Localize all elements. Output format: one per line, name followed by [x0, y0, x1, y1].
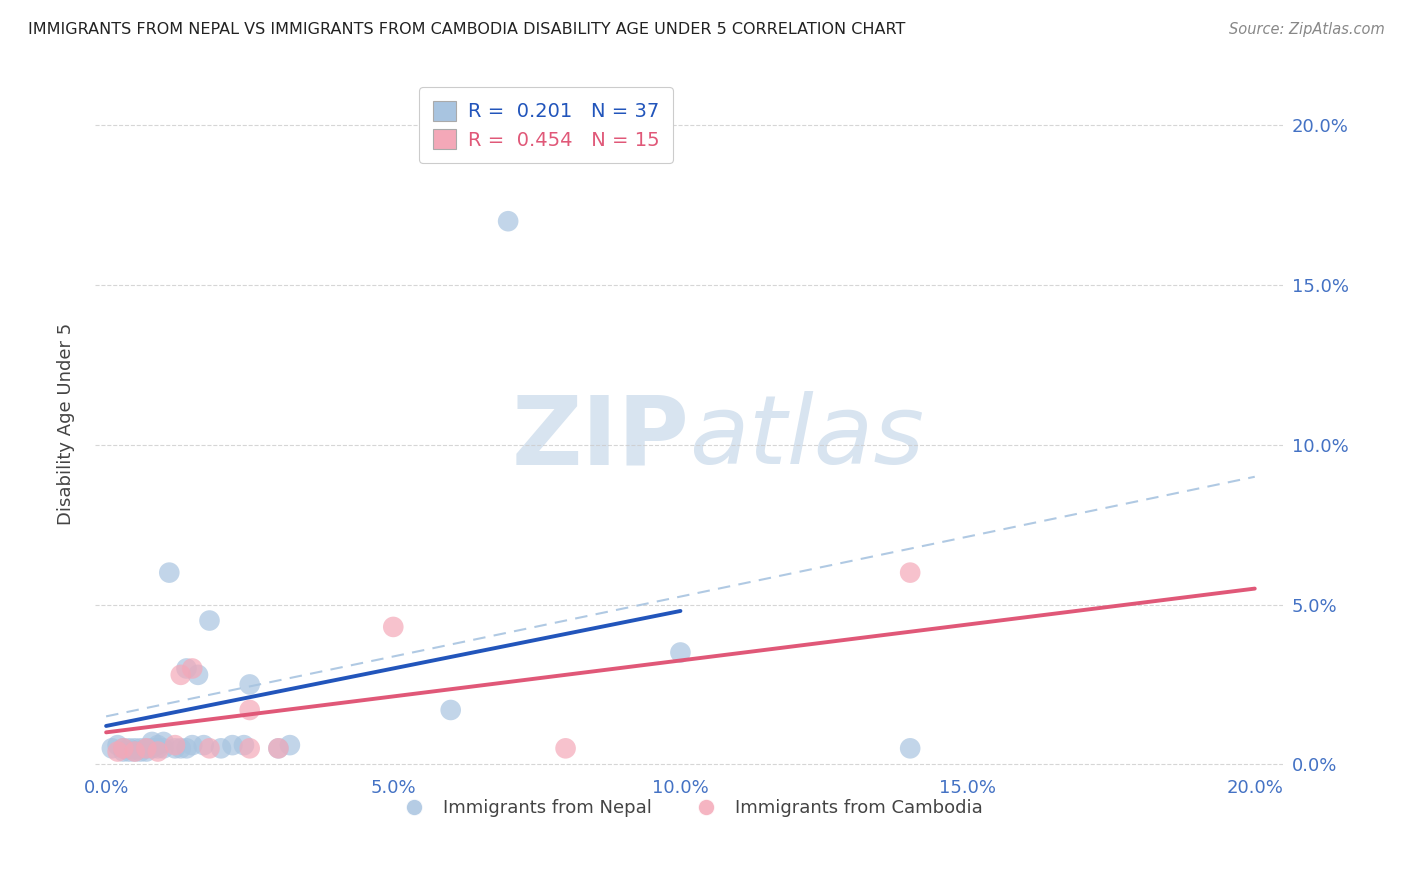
Point: [124, 741, 146, 756]
Point: [221, 738, 243, 752]
Point: [141, 741, 163, 756]
Point: [278, 738, 301, 752]
Point: [554, 741, 576, 756]
Point: [898, 741, 921, 756]
Point: [440, 703, 463, 717]
Point: [170, 741, 193, 756]
Point: [267, 741, 290, 756]
Point: [112, 741, 135, 756]
Point: [112, 745, 135, 759]
Point: [187, 668, 209, 682]
Point: [181, 661, 204, 675]
Y-axis label: Disability Age Under 5: Disability Age Under 5: [58, 323, 75, 525]
Text: ZIP: ZIP: [512, 392, 689, 484]
Point: [669, 645, 692, 659]
Point: [118, 745, 141, 759]
Point: [129, 745, 152, 759]
Point: [170, 668, 193, 682]
Point: [152, 735, 174, 749]
Point: [163, 738, 186, 752]
Point: [141, 735, 163, 749]
Point: [239, 677, 262, 691]
Point: [239, 741, 262, 756]
Point: [233, 738, 256, 752]
Point: [101, 741, 124, 756]
Point: [176, 661, 198, 675]
Point: [152, 741, 174, 756]
Point: [118, 741, 141, 756]
Text: IMMIGRANTS FROM NEPAL VS IMMIGRANTS FROM CAMBODIA DISABILITY AGE UNDER 5 CORRELA: IMMIGRANTS FROM NEPAL VS IMMIGRANTS FROM…: [28, 22, 905, 37]
Point: [124, 745, 146, 759]
Point: [124, 745, 146, 759]
Point: [239, 703, 262, 717]
Point: [107, 738, 129, 752]
Point: [107, 745, 129, 759]
Text: Source: ZipAtlas.com: Source: ZipAtlas.com: [1229, 22, 1385, 37]
Point: [496, 214, 519, 228]
Point: [129, 741, 152, 756]
Point: [146, 745, 169, 759]
Point: [112, 741, 135, 756]
Point: [146, 741, 169, 756]
Point: [198, 741, 221, 756]
Point: [163, 741, 186, 756]
Point: [209, 741, 232, 756]
Point: [898, 566, 921, 580]
Text: atlas: atlas: [689, 392, 924, 484]
Point: [146, 738, 169, 752]
Point: [157, 566, 180, 580]
Point: [135, 741, 157, 756]
Point: [181, 738, 204, 752]
Point: [267, 741, 290, 756]
Point: [193, 738, 215, 752]
Point: [198, 614, 221, 628]
Point: [135, 741, 157, 756]
Point: [382, 620, 405, 634]
Legend: Immigrants from Nepal, Immigrants from Cambodia: Immigrants from Nepal, Immigrants from C…: [388, 791, 990, 824]
Point: [135, 745, 157, 759]
Point: [176, 741, 198, 756]
